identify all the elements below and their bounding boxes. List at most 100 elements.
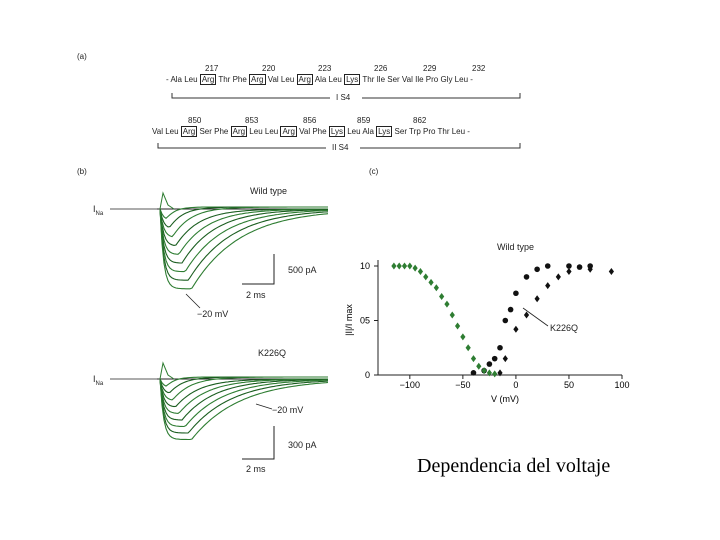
k226q-point (523, 311, 530, 319)
k226q-point (608, 267, 614, 275)
voltage-pointer (185, 293, 201, 309)
current-symbol: I (93, 374, 96, 384)
residue-number: 853 (245, 116, 259, 125)
sequence-row-1: - Ala Leu Arg Thr Phe Arg Val Leu Arg Al… (166, 74, 473, 85)
k226q-point (444, 300, 450, 308)
scale-bar (242, 426, 275, 460)
k226q-point (545, 282, 551, 290)
sequence-text: Val Leu (267, 75, 295, 84)
panel-b-label: (b) (77, 167, 87, 176)
x-tick-label: −100 (400, 380, 420, 390)
residue-number: 217 (205, 64, 219, 73)
trace-title: Wild type (250, 186, 288, 196)
sequence-text: Leu Ala (347, 127, 374, 136)
k226q-point (460, 333, 466, 341)
sequence-text: Leu Leu (249, 127, 279, 136)
wild-type-point (523, 274, 530, 280)
residue-number: 229 (423, 64, 437, 73)
segment-brackets (157, 93, 521, 149)
k226q-point (492, 370, 498, 378)
scale-current: 500 pA (288, 265, 317, 275)
current-subscript: Na (95, 210, 104, 217)
charged-residue: Arg (249, 74, 266, 85)
sequence-text: Thr Phe (218, 75, 247, 84)
charged-residue: Arg (180, 126, 198, 137)
wild-type-point (507, 306, 514, 313)
k226q-point (566, 267, 572, 275)
residue-number: 226 (374, 64, 388, 73)
y-tick-label: 05 (360, 316, 370, 326)
k226q-point (396, 262, 402, 270)
wild-type-point (513, 290, 519, 297)
k226q-trace (159, 378, 329, 441)
wild-type-point (470, 370, 477, 376)
x-axis-label: V (mV) (491, 394, 519, 404)
scale-current: 300 pA (288, 440, 317, 450)
k226q-point (476, 362, 482, 370)
scale-time: 2 ms (246, 290, 266, 300)
residue-number: 223 (318, 64, 332, 73)
wild-type-point (491, 355, 498, 362)
k226q-point (555, 273, 561, 281)
k226q-leader (522, 307, 549, 327)
residue-number: 850 (188, 116, 202, 125)
charged-residue: Arg (280, 126, 297, 137)
wild-type-trace (159, 208, 328, 255)
sequence-text: Ser Trp Pro Thr Leu - (394, 127, 470, 136)
y-tick-label: 10 (360, 261, 370, 271)
trace-title: K226Q (258, 348, 287, 358)
current-subscript: Na (95, 380, 104, 387)
scale-bar (242, 254, 275, 285)
residue-number: 220 (262, 64, 276, 73)
charged-residue: Lys (376, 126, 393, 137)
k226q-point (401, 262, 408, 270)
k226q-point (439, 293, 445, 301)
k226q-point (465, 344, 471, 352)
current-symbol: I (93, 204, 96, 214)
y-tick-label: 0 (365, 370, 370, 380)
charged-residue: Arg (296, 74, 313, 85)
k226q-point (470, 355, 477, 363)
current-label: INa (93, 204, 103, 217)
k226q-point (587, 265, 593, 273)
sequence-text: Thr Ile Ser Val Ile Pro Gly Leu - (362, 75, 473, 84)
k226q-trace (159, 378, 328, 421)
k226q-point (534, 295, 540, 303)
wild-type-point (502, 317, 509, 324)
k226q-point (417, 267, 424, 275)
k226q-point (497, 369, 503, 377)
x-tick-label: 100 (614, 380, 629, 390)
wild-type-point (576, 264, 583, 270)
k226q-point (513, 325, 519, 333)
k226q-trace (159, 378, 329, 428)
wild-type-trace (159, 206, 328, 238)
k226q-point (454, 322, 461, 330)
k226q-point (407, 262, 413, 270)
residue-number: 859 (357, 116, 371, 125)
wild-type-transient (159, 191, 175, 210)
residue-number: 856 (303, 116, 317, 125)
wild-type-point (497, 344, 503, 351)
k226q-point (391, 262, 397, 270)
wild-type-point (486, 361, 493, 367)
residue-number: 862 (413, 116, 427, 125)
segment-label: II S4 (330, 143, 351, 152)
x-tick-label: 50 (564, 380, 574, 390)
k226q-point (502, 355, 508, 363)
k226q-trace (159, 376, 328, 401)
wild-type-trace (159, 208, 329, 281)
current-label: INa (93, 374, 103, 387)
k226q-trace (159, 378, 329, 434)
k226q-point (486, 369, 492, 377)
k226q-point (412, 264, 418, 272)
k226q-point (433, 284, 439, 292)
legend-k226q: K226Q (550, 323, 579, 333)
charged-residue: Arg (230, 126, 248, 137)
k226q-trace (159, 378, 328, 414)
k226q-point (481, 367, 487, 375)
scale-time: 2 ms (246, 464, 266, 474)
charged-residue: Lys (328, 126, 345, 137)
wild-type-trace (159, 208, 329, 290)
sequence-text: Val Phe (299, 127, 327, 136)
